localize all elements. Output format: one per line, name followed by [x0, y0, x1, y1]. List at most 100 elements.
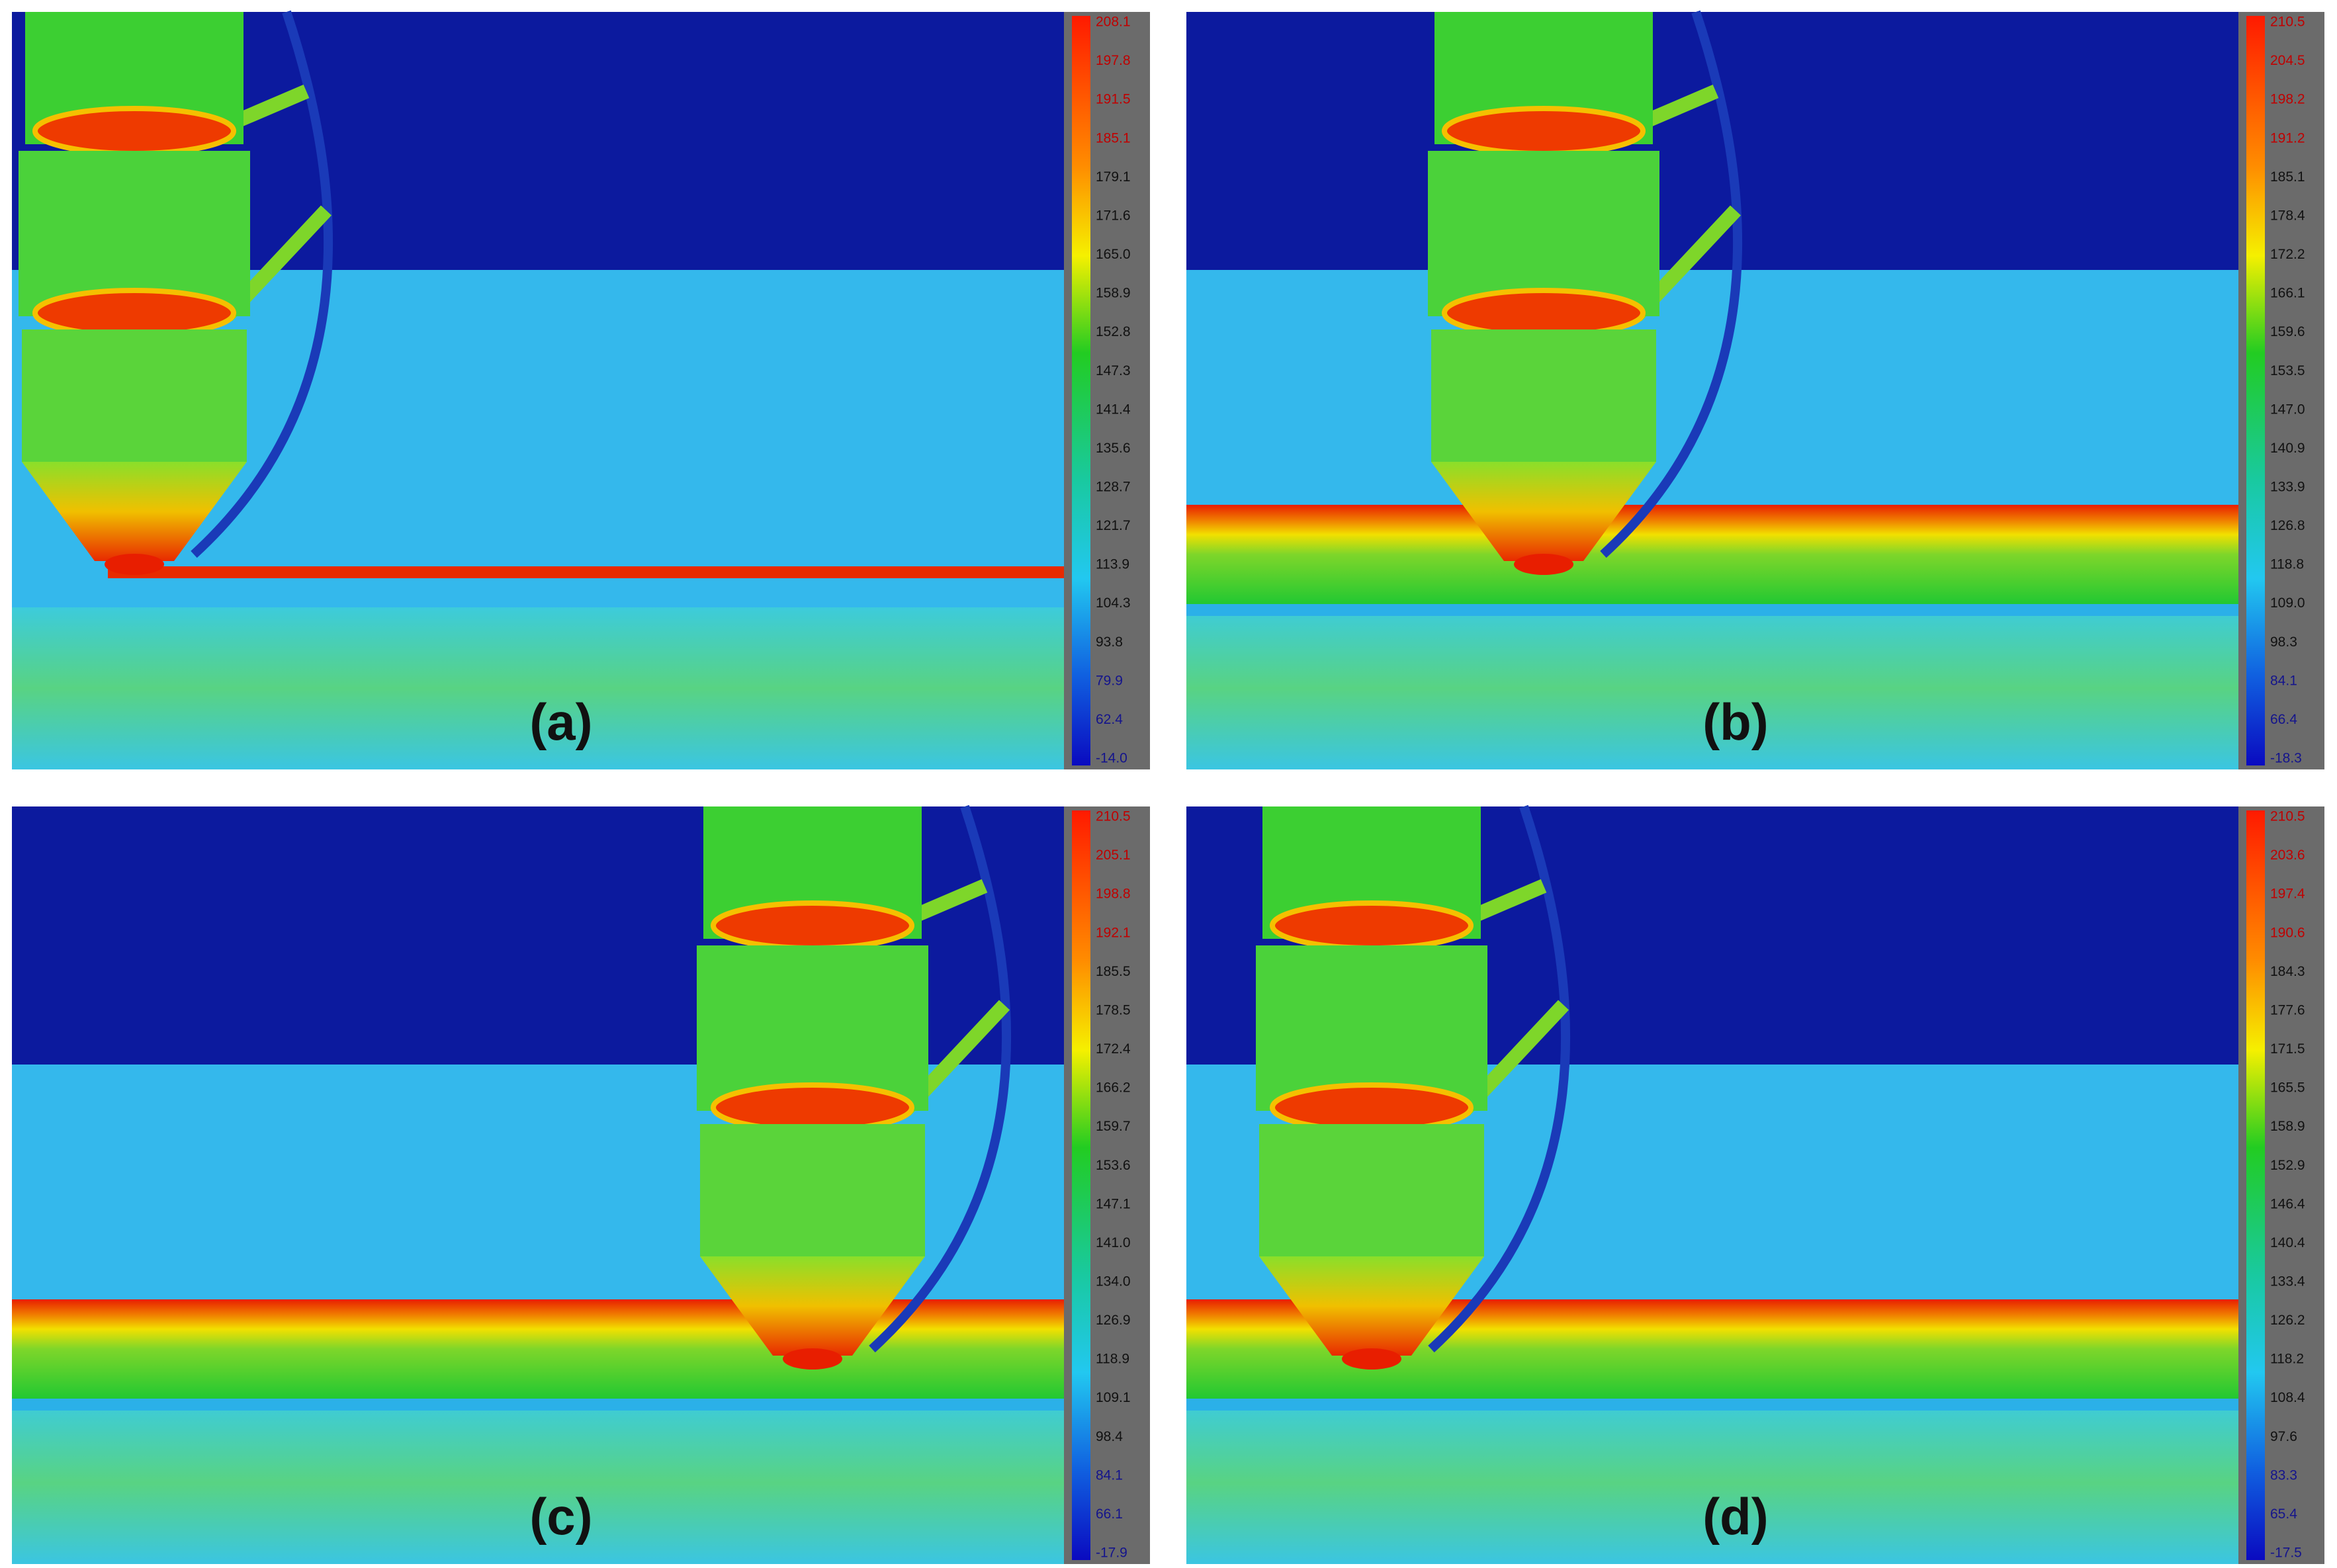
- colorbar-tick-label: 108.4: [2270, 1390, 2305, 1405]
- floor: [1186, 607, 2238, 769]
- colorbar-tick-label: 152.9: [2270, 1158, 2305, 1173]
- colorbar-tick-label: -17.5: [2270, 1546, 2302, 1561]
- heater-ring: [32, 288, 236, 338]
- colorbar-tick-label: 172.2: [2270, 247, 2305, 262]
- colorbar-tick-label: 192.1: [1096, 925, 1131, 940]
- colorbar-tick-label: 141.0: [1096, 1235, 1131, 1250]
- nozzle-hotspot: [1342, 1348, 1401, 1370]
- thermal-panel: (b) 210.5 204.5 198.2 191.2 185.1 178.4 172.2 16…: [1186, 10, 2324, 769]
- nozzle-hotspot: [1514, 554, 1573, 575]
- colorbar-tick-label: 208.1: [1096, 15, 1131, 30]
- colorbar-tick-label: 158.9: [2270, 1119, 2305, 1134]
- colorbar-tick-label: 197.8: [1096, 53, 1131, 68]
- colorbar-tick-label: -17.9: [1096, 1546, 1127, 1561]
- nozzle-tip: [1259, 1256, 1484, 1356]
- bed-edge: [1186, 1399, 2238, 1411]
- colorbar-tick-label: 166.1: [2270, 286, 2305, 301]
- colorbar-tick-label: 179.1: [1096, 169, 1131, 185]
- colorbar-tick-label: 109.0: [2270, 595, 2305, 611]
- nozzle-lower: [1259, 1124, 1484, 1256]
- colorbar-tick-label: 121.7: [1096, 518, 1131, 533]
- colorbar-tick-label: 172.4: [1096, 1041, 1131, 1057]
- colorbar-tick-label: 178.4: [2270, 208, 2305, 223]
- floor: [12, 607, 1064, 769]
- colorbar-tick-label: 140.4: [2270, 1235, 2305, 1250]
- colorbar-tick-label: 204.5: [2270, 53, 2305, 68]
- thermal-panel: (a) 208.1 197.8 191.5 185.1 179.1 171.6 165.0 15…: [12, 10, 1150, 769]
- colorbar-tick-label: 66.4: [2270, 712, 2297, 727]
- floor: [1186, 1402, 2238, 1564]
- heater-ring: [711, 900, 914, 951]
- colorbar-tick-label: 158.9: [1096, 286, 1131, 301]
- colorbar-tick-label: 93.8: [1096, 634, 1123, 650]
- colorbar: [1072, 810, 1090, 1560]
- colorbar-tick-label: 165.0: [1096, 247, 1131, 262]
- colorbar-tick-label: 147.0: [2270, 402, 2305, 417]
- colorbar-tick-label: 109.1: [1096, 1390, 1131, 1405]
- nozzle-hotspot: [783, 1348, 842, 1370]
- colorbar-tick-label: 126.8: [2270, 518, 2305, 533]
- colorbar-tick-label: 185.1: [1096, 130, 1131, 146]
- colorbar-tick-label: 140.9: [2270, 441, 2305, 456]
- colorbar-tick-label: 135.6: [1096, 441, 1131, 456]
- colorbar-tick-label: 118.8: [2270, 557, 2304, 572]
- nozzle-lower: [700, 1124, 925, 1256]
- colorbar-tick-label: 66.1: [1096, 1506, 1123, 1522]
- colorbar-tick-label: 118.2: [2270, 1352, 2304, 1367]
- heater-ring: [1442, 288, 1646, 338]
- colorbar-tick-label: 98.4: [1096, 1429, 1123, 1444]
- colorbar-tick-label: -18.3: [2270, 751, 2302, 766]
- colorbar-tick-label: 191.2: [2270, 130, 2305, 146]
- colorbar-tick-label: 165.5: [2270, 1080, 2305, 1096]
- nozzle-lower: [22, 329, 247, 462]
- colorbar-tick-label: 84.1: [1096, 1467, 1123, 1483]
- panel-label: (b): [1702, 693, 1769, 751]
- colorbar-tick-label: 126.2: [2270, 1313, 2305, 1328]
- colorbar-tick-label: 190.6: [2270, 925, 2305, 940]
- colorbar: [2246, 810, 2265, 1560]
- colorbar-tick-label: 126.9: [1096, 1313, 1131, 1328]
- colorbar-tick-label: 153.5: [2270, 363, 2305, 378]
- colorbar-tick-label: 205.1: [1096, 848, 1131, 863]
- colorbar-tick-label: 62.4: [1096, 712, 1123, 727]
- colorbar-tick-label: -14.0: [1096, 751, 1127, 766]
- colorbar-tick-label: 197.4: [2270, 887, 2305, 902]
- thermal-panel: (c) 210.5 205.1 198.8 192.1 185.5 178.5 172.4 16…: [12, 805, 1150, 1564]
- colorbar-tick-label: 134.0: [1096, 1274, 1131, 1289]
- cable: [1600, 10, 1743, 558]
- printed-bed: [1186, 505, 2238, 604]
- colorbar-tick-label: 178.5: [1096, 1002, 1131, 1018]
- panel-label: (c): [529, 1487, 592, 1546]
- panel-label: (d): [1702, 1487, 1769, 1546]
- colorbar-tick-label: 133.9: [2270, 479, 2305, 494]
- colorbar-tick-label: 198.2: [2270, 92, 2305, 107]
- colorbar-tick-label: 83.3: [2270, 1467, 2297, 1483]
- colorbar-tick-label: 210.5: [2270, 809, 2305, 824]
- colorbar-tick-label: 97.6: [2270, 1429, 2297, 1444]
- bed-edge: [12, 1399, 1064, 1411]
- nozzle-hotspot: [105, 554, 164, 575]
- bed-edge: [1186, 604, 2238, 616]
- colorbar-tick-label: 98.3: [2270, 634, 2297, 650]
- colorbar-tick-label: 104.3: [1096, 595, 1131, 611]
- floor: [12, 1402, 1064, 1564]
- colorbar-tick-label: 177.6: [2270, 1002, 2305, 1018]
- colorbar-tick-label: 153.6: [1096, 1158, 1131, 1173]
- cable: [869, 805, 1012, 1353]
- colorbar-tick-label: 203.6: [2270, 848, 2305, 863]
- colorbar-tick-label: 210.5: [1096, 809, 1131, 824]
- colorbar-tick-label: 147.3: [1096, 363, 1131, 378]
- colorbar-tick-label: 191.5: [1096, 92, 1131, 107]
- colorbar-tick-label: 133.4: [2270, 1274, 2305, 1289]
- colorbar-tick-label: 171.5: [2270, 1041, 2305, 1057]
- colorbar-tick-label: 171.6: [1096, 208, 1131, 223]
- nozzle-tip: [1431, 462, 1656, 561]
- heater-ring: [711, 1082, 914, 1133]
- colorbar: [1072, 16, 1090, 765]
- colorbar-tick-label: 210.5: [2270, 15, 2305, 30]
- nozzle-tip: [700, 1256, 925, 1356]
- colorbar-tick-label: 185.1: [2270, 169, 2305, 185]
- colorbar-tick-label: 198.8: [1096, 887, 1131, 902]
- thermal-panel: (d) 210.5 203.6 197.4 190.6 184.3 177.6 171.5 16…: [1186, 805, 2324, 1564]
